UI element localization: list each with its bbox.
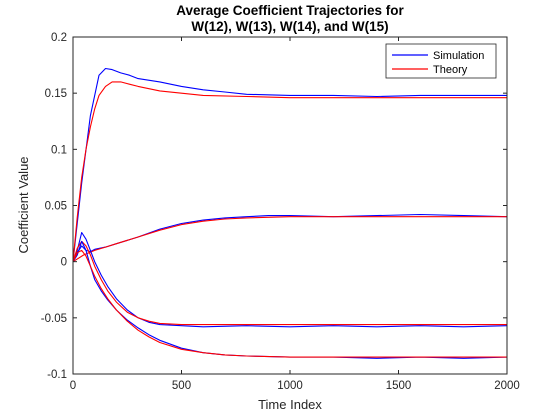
legend-label-theory: Theory bbox=[433, 64, 468, 76]
series-line-0-simulation bbox=[72, 67, 507, 262]
legend-label-simulation: Simulation bbox=[433, 50, 484, 62]
x-axis-label: Time Index bbox=[258, 397, 322, 412]
x-tick-label: 1500 bbox=[386, 380, 412, 392]
chart-title-line-2: W(12), W(13), W(14), and W(15) bbox=[191, 19, 388, 34]
series-line-1-theory bbox=[72, 81, 507, 262]
x-tick-label: 1000 bbox=[277, 380, 303, 392]
legend: Simulation Theory bbox=[385, 43, 497, 79]
series-line-5-theory bbox=[72, 240, 507, 326]
y-axis-label: Coefficient Value bbox=[16, 156, 31, 253]
legend-box bbox=[385, 43, 497, 79]
chart-title-line-1: Average Coefficient Trajectories for bbox=[176, 3, 404, 18]
y-tick-label: 0 bbox=[61, 257, 67, 269]
x-tick-label: 2000 bbox=[494, 380, 520, 392]
y-ticks: -0.1 -0.05 0 0.05 0.1 0.15 0.2 bbox=[41, 32, 507, 381]
series-layer bbox=[72, 67, 508, 359]
series-line-7-theory bbox=[72, 249, 507, 358]
y-tick-label: 0.05 bbox=[45, 201, 67, 213]
y-tick-label: -0.1 bbox=[47, 369, 67, 381]
x-tick-label: 500 bbox=[172, 380, 191, 392]
x-ticks: 0 500 1000 1500 2000 bbox=[70, 37, 520, 392]
series-line-3-theory bbox=[72, 216, 507, 263]
x-tick-label: 0 bbox=[70, 380, 76, 392]
series-line-2-simulation bbox=[72, 213, 508, 262]
y-tick-label: 0.1 bbox=[51, 144, 67, 156]
y-tick-label: 0.2 bbox=[51, 32, 67, 44]
plot-area bbox=[73, 37, 507, 374]
y-tick-label: -0.05 bbox=[41, 313, 67, 325]
y-tick-label: 0.15 bbox=[45, 88, 67, 100]
